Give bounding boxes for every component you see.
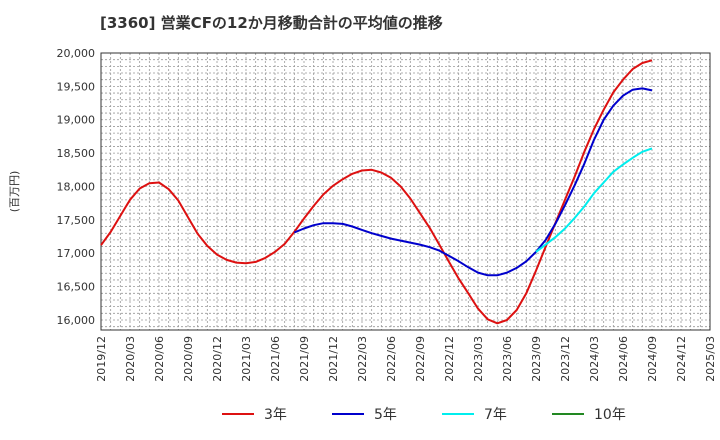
x-tick-label: 2025/03 xyxy=(704,336,717,382)
y-tick-label: 19,500 xyxy=(57,80,96,93)
series-line-5年 xyxy=(293,87,653,277)
x-tick-label: 2023/03 xyxy=(472,336,485,382)
x-tick-label: 2023/09 xyxy=(530,336,543,382)
series-line-7年 xyxy=(535,147,653,253)
x-tick-label: 2022/03 xyxy=(356,336,369,382)
y-tick-label: 17,500 xyxy=(57,214,96,227)
x-tick-label: 2024/09 xyxy=(646,336,659,382)
series-line-3年 xyxy=(100,59,653,325)
x-tick-label: 2021/12 xyxy=(327,336,340,382)
series-layer xyxy=(100,59,653,325)
x-tick-label: 2020/06 xyxy=(153,336,166,382)
x-tick-label: 2020/12 xyxy=(211,336,224,382)
x-tick-label: 2022/06 xyxy=(385,336,398,382)
y-tick-label: 19,000 xyxy=(57,114,96,127)
legend-label-10年: 10年 xyxy=(594,407,626,423)
y-tick-label: 18,000 xyxy=(57,180,96,193)
x-tick-label: 2024/03 xyxy=(588,336,601,382)
x-tick-label: 2023/06 xyxy=(501,336,514,382)
x-tick-label: 2021/03 xyxy=(240,336,253,382)
y-tick-label: 17,000 xyxy=(57,247,96,260)
y-tick-label: 16,500 xyxy=(57,281,96,294)
x-tick-label: 2021/06 xyxy=(269,336,282,382)
axis-layer: 16,000 16,500 17,000 17,500 18,000 18,500 19,0… xyxy=(8,47,717,382)
x-tick-label: 2023/12 xyxy=(559,336,572,382)
y-axis-label: (百万円) xyxy=(8,171,21,213)
x-tick-label: 2020/03 xyxy=(124,336,137,382)
legend-label-5年: 5年 xyxy=(374,407,397,423)
x-tick-label: 2022/12 xyxy=(443,336,456,382)
x-tick-label: 2024/06 xyxy=(617,336,630,382)
x-tick-label: 2024/12 xyxy=(675,336,688,382)
y-tick-label: 20,000 xyxy=(57,47,96,60)
legend-label-3年: 3年 xyxy=(264,407,287,423)
x-tick-label: 2022/09 xyxy=(414,336,427,382)
legend: 3年 5年 7年 10年 xyxy=(222,407,626,423)
chart-title: [3360] 営業CFの12か月移動合計の平均値の推移 xyxy=(100,14,443,32)
x-tick-label: 2019/12 xyxy=(95,336,108,382)
x-tick-label: 2020/09 xyxy=(182,336,195,382)
x-tick-label: 2021/09 xyxy=(298,336,311,382)
plot-border xyxy=(100,52,711,331)
y-tick-label: 16,000 xyxy=(57,314,96,327)
y-tick-label: 18,500 xyxy=(57,147,96,160)
legend-label-7年: 7年 xyxy=(484,407,507,423)
